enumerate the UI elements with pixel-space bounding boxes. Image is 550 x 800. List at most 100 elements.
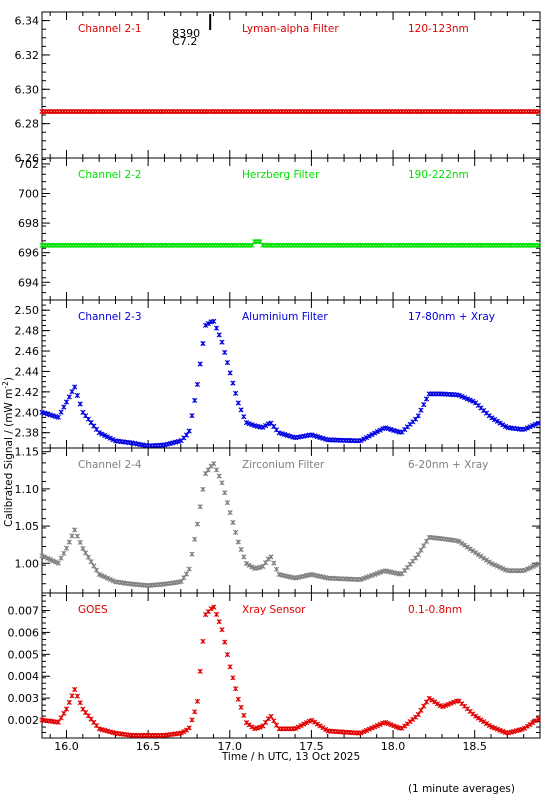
data-point	[107, 576, 113, 582]
data-point	[186, 725, 192, 731]
data-point	[374, 723, 380, 729]
data-point	[522, 725, 528, 731]
data-point	[110, 437, 116, 443]
panel-frame	[41, 592, 541, 739]
data-point	[423, 396, 430, 402]
data-point	[366, 726, 372, 732]
data-point	[358, 437, 364, 444]
data-point	[194, 698, 200, 704]
data-point	[532, 562, 539, 568]
series-1	[39, 109, 541, 115]
data-point	[257, 564, 263, 570]
data-point	[535, 420, 541, 426]
data-point	[535, 716, 541, 722]
data-point	[224, 652, 230, 658]
data-point	[178, 578, 184, 585]
data-point	[426, 695, 432, 701]
y-tick-label: 6.34	[15, 15, 40, 28]
data-point	[268, 554, 274, 560]
flare-number: 8390	[172, 27, 200, 40]
panel-label-band: 120-123nm	[408, 23, 469, 35]
data-point	[415, 711, 421, 718]
data-point	[492, 725, 498, 731]
data-point	[203, 322, 209, 328]
data-point	[77, 700, 83, 706]
data-point	[415, 552, 421, 558]
data-point	[464, 396, 470, 402]
data-point	[200, 340, 206, 347]
data-point	[104, 434, 110, 440]
data-point	[358, 576, 364, 582]
data-point	[478, 553, 484, 559]
panel-label-filter: Herzberg Filter	[242, 169, 320, 181]
data-point	[263, 423, 269, 429]
data-point	[369, 572, 375, 578]
data-point	[66, 699, 72, 705]
data-point	[243, 560, 250, 567]
data-point	[500, 422, 506, 428]
data-point	[249, 564, 255, 570]
data-point	[213, 325, 220, 331]
y-tick-label: 6.32	[15, 49, 40, 62]
data-point	[456, 538, 462, 545]
panel-label-filter: Aluminium Filter	[242, 311, 328, 323]
data-point	[192, 397, 198, 403]
data-point	[483, 721, 490, 727]
data-point	[429, 697, 435, 703]
data-point	[96, 430, 102, 436]
data-point	[459, 540, 465, 546]
data-point	[66, 394, 72, 400]
footnote: (1 minute averages)	[408, 783, 515, 795]
data-point	[440, 704, 446, 710]
data-point	[227, 664, 233, 670]
data-point	[298, 723, 304, 729]
data-point	[235, 696, 241, 702]
data-point	[211, 604, 217, 610]
data-point	[481, 719, 487, 725]
data-point	[181, 575, 187, 581]
data-point	[110, 578, 116, 584]
data-point	[271, 718, 277, 724]
data-point	[241, 554, 247, 560]
data-point	[72, 686, 78, 693]
y-tick-label: 0.004	[8, 670, 40, 683]
data-point	[197, 504, 203, 510]
data-point	[211, 318, 217, 324]
data-point	[459, 393, 465, 400]
panel-label-name: Channel 2-1	[78, 23, 142, 35]
data-point	[208, 606, 214, 612]
data-point	[470, 548, 476, 554]
data-point	[462, 395, 468, 401]
data-point	[61, 710, 67, 716]
data-point	[246, 421, 252, 427]
data-point	[522, 426, 528, 432]
data-point	[388, 722, 394, 728]
data-point	[473, 550, 479, 556]
data-point	[464, 544, 470, 550]
data-point	[189, 413, 195, 419]
data-point	[200, 486, 206, 492]
data-point	[238, 407, 244, 413]
data-point	[183, 571, 190, 577]
data-point	[249, 724, 255, 730]
data-point	[241, 712, 247, 718]
data-point	[519, 726, 525, 732]
data-point	[99, 431, 105, 437]
data-point	[470, 398, 476, 404]
panel-label-band: 6-20nm + Xray	[408, 459, 488, 471]
data-point	[47, 556, 53, 563]
data-point	[492, 417, 498, 423]
data-point	[372, 430, 378, 436]
data-point	[235, 400, 241, 406]
data-point	[260, 424, 266, 430]
data-point	[273, 566, 280, 572]
data-point	[372, 724, 378, 730]
data-point	[233, 390, 239, 396]
data-point	[178, 730, 184, 736]
data-point	[451, 699, 457, 705]
data-point	[192, 536, 198, 542]
data-point	[77, 539, 83, 545]
data-point	[377, 427, 383, 433]
data-point	[230, 519, 236, 526]
